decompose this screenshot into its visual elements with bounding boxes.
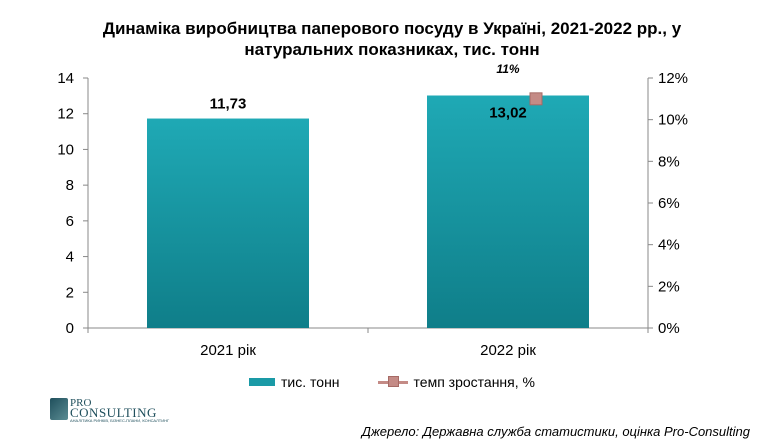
legend-item-line: темп зростання, % [377, 374, 535, 390]
y-left-tick-label: 4 [66, 249, 74, 266]
pro-consulting-logo: PRO CONSULTING АНАЛІТИКА РИНКІВ, БІЗНЕС-… [50, 397, 180, 423]
legend-item-bars: тис. тонн [249, 374, 340, 390]
logo-icon [50, 398, 68, 420]
y-left-tick-label: 10 [57, 141, 74, 158]
logo-tagline: АНАЛІТИКА РИНКІВ, БІЗНЕС-ПЛАНИ, КОНСАЛТИ… [70, 418, 170, 423]
legend-line-label: темп зростання, % [413, 374, 535, 390]
chart-title-line-2: натуральних показниках, тис. тонн [244, 40, 540, 59]
y-right-tick-label: 8% [658, 153, 680, 170]
y-right-tick-label: 10% [658, 112, 688, 129]
bar-value-label: 13,02 [489, 105, 527, 122]
y-left-tick-label: 14 [57, 70, 74, 87]
legend-line-swatch [377, 376, 408, 388]
y-right-tick-label: 0% [658, 320, 680, 337]
x-tick-label: 2022 рік [480, 342, 536, 359]
y-left-tick-label: 2 [66, 284, 74, 301]
bar [427, 95, 589, 328]
y-left-tick-label: 6 [66, 213, 74, 230]
y-left-tick-label: 8 [66, 177, 74, 194]
rate-value-label: 11% [496, 62, 519, 76]
y-right-tick-label: 12% [658, 70, 688, 87]
y-right-tick-label: 6% [658, 195, 680, 212]
bar-value-label: 11,73 [210, 96, 247, 113]
rate-point [529, 92, 543, 106]
chart-title: Динаміка виробництва паперового посуду в… [0, 18, 784, 60]
x-tick-label: 2021 рік [200, 342, 256, 359]
chart-legend: тис. тонн темп зростання, % [0, 374, 784, 390]
source-note: Джерело: Державна служба статистики, оці… [361, 424, 750, 439]
y-left-tick-label: 12 [57, 106, 74, 123]
y-right-tick-label: 4% [658, 237, 680, 254]
legend-bar-swatch [249, 378, 276, 386]
y-right-tick-label: 2% [658, 278, 680, 295]
y-left-tick-label: 0 [66, 320, 74, 337]
legend-bar-label: тис. тонн [281, 374, 340, 390]
bar [147, 118, 309, 329]
chart-title-line-1: Динаміка виробництва паперового посуду в… [102, 19, 682, 38]
logo-text: PRO CONSULTING [70, 397, 157, 420]
